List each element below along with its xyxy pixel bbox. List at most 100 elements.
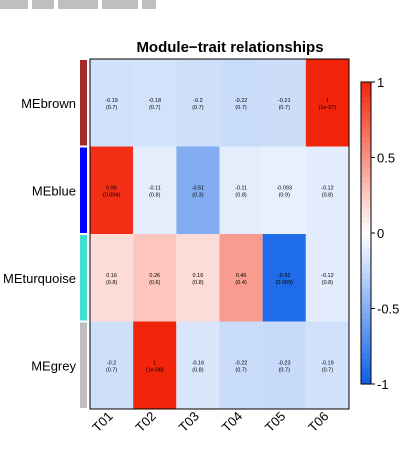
cell-pvalue-label: (1e-07) [319,105,337,111]
legend-gradient-step [361,172,371,179]
row-label: MEblue [32,183,76,198]
heatmap-cell [90,234,134,322]
cell-correlation-label: -0.2 [193,98,202,104]
legend-gradient-step [361,87,371,93]
cell-correlation-label: -0.51 [192,185,205,191]
legend-gradient-step [361,363,371,370]
cell-pvalue-label: (0.7) [235,367,246,373]
legend-tick-label: 0.5 [377,151,395,166]
cell-pvalue-label: (0.7) [149,105,160,111]
heatmap-cell [133,321,177,409]
cell-pvalue-label: (0.8) [149,192,160,198]
cell-correlation-label: -0.16 [192,360,205,366]
legend-gradient-step [361,328,371,335]
cell-correlation-label: -0.92 [278,273,291,279]
heatmap-cell [90,59,134,147]
legend-gradient-step [361,243,371,249]
legend-gradient-step [361,293,371,300]
cell-pvalue-label: (0.7) [235,105,246,111]
cell-correlation-label: -0.11 [149,185,161,191]
legend-gradient-step [361,197,371,204]
legend-gradient-step [361,308,371,315]
legend-gradient-step [361,378,371,385]
cell-pvalue-label: (0.3) [192,192,203,198]
legend-gradient-step [361,222,371,229]
legend-gradient-step [361,253,371,259]
cell-pvalue-label: (1e-08) [146,367,164,373]
cell-correlation-label: 1 [326,98,329,104]
legend-gradient-step [361,368,371,375]
color-legend: -1 -0.5 0 0.5 1 [360,75,399,392]
cell-correlation-label: 1 [153,360,156,366]
row-label: MEgrey [31,358,76,373]
legend-gradient-step [361,343,371,350]
x-tick-label: T06 [305,409,331,435]
x-axis-labels: T01 T02 T03 T04 T05 T06 [89,409,331,435]
cell-correlation-label: -0.23 [278,360,291,366]
legend-gradient-step [361,212,371,219]
cell-correlation-label: 0.46 [236,273,247,279]
heatmap-cell [90,146,134,234]
cell-pvalue-label: (0.7) [106,367,117,373]
cell-pvalue-label: (0.8) [192,367,203,373]
legend-gradient-step [361,358,371,365]
heatmap-cell [262,234,306,322]
legend-gradient-step [361,348,371,355]
module-color-bar [80,147,87,233]
heatmap-cell [133,146,177,234]
legend-tick-label: -1 [377,377,389,392]
cell-correlation-label: -0.2 [107,360,116,366]
x-tick-label: T04 [219,409,245,435]
cell-pvalue-label: (0.8) [322,192,333,198]
legend-gradient-step [361,157,371,164]
legend-gradient-step [361,112,371,118]
legend-gradient-step [361,338,371,345]
legend-gradient-step [361,298,371,305]
heatmap-cell [305,234,349,322]
row-label: MEbrown [21,96,76,111]
heatmap-cell [176,146,220,234]
cell-pvalue-label: (0.7) [192,105,203,111]
heatmap-cell [305,59,349,147]
legend-gradient-step [361,318,371,325]
cell-correlation-label: 0.95 [106,185,117,191]
legend-gradient-step [361,127,371,133]
legend-gradient-step [361,167,371,174]
heatmap-cell [219,234,263,322]
cell-pvalue-label: (0.7) [279,105,290,111]
plot-frame [89,58,350,410]
heatmap-cell [219,146,263,234]
legend-gradient-step [361,268,371,274]
cell-pvalue-label: (0.9) [279,192,290,198]
legend-gradient-step [361,107,371,113]
legend-gradient-step [361,273,371,279]
heatmap-cell [176,59,220,147]
heatmap-cell [305,146,349,234]
legend-gradient-step [361,117,371,123]
legend-tick-label: -0.5 [377,302,399,317]
cell-correlation-label: -0.12 [321,185,334,191]
cell-pvalue-label: (0.7) [106,105,117,111]
heatmap-cell [176,234,220,322]
cell-pvalue-label: (0.004) [103,192,121,198]
legend-gradient-step [361,102,371,108]
legend-gradient-step [361,192,371,199]
cell-correlation-label: -0.11 [235,185,247,191]
cell-correlation-label: -0.21 [278,98,291,104]
module-color-bar [80,235,87,321]
heatmap-cell [262,321,306,409]
legend-gradient-step [361,147,371,154]
legend-gradient-step [361,227,371,234]
legend-gradient-step [361,187,371,194]
legend-gradient-step [361,278,371,284]
legend-gradient-step [361,202,371,209]
heatmap-cell [133,59,177,147]
legend-gradient-step [361,82,371,88]
legend-gradient-step [361,162,371,169]
cell-pvalue-label: (0.7) [322,367,333,373]
heatmap-cell [219,59,263,147]
cell-pvalue-label: (0.8) [322,280,333,286]
cell-pvalue-label: (0.7) [279,367,290,373]
legend-gradient-step [361,207,371,214]
